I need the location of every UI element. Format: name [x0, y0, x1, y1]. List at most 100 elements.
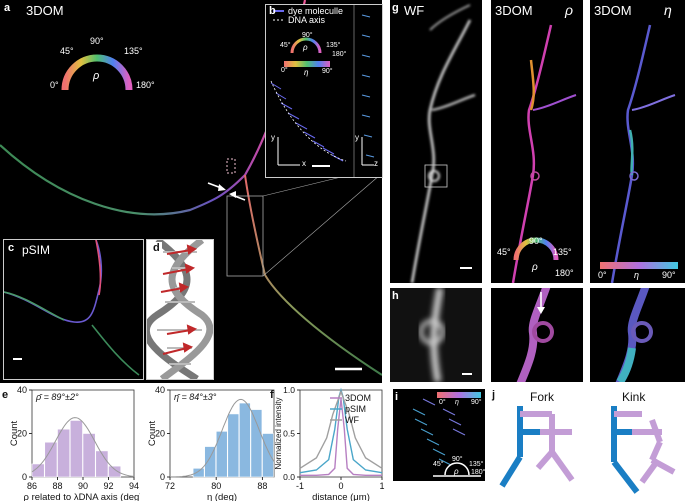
panel-g-eta-image — [600, 24, 678, 284]
panel-b-rho: ρ — [303, 43, 308, 52]
x-axis-label: distance (μm) — [312, 492, 370, 501]
panel-a-tick-90: 90° — [90, 36, 104, 46]
panel-c: c pSIM — [3, 239, 144, 380]
panel-d-label: d — [151, 242, 162, 254]
panel-a-tick-180: 180° — [136, 80, 155, 90]
panel-g-rho-wheel: ρ — [532, 262, 538, 273]
panel-c-image — [3, 239, 140, 376]
legend-label: WF — [345, 415, 359, 425]
x-tick-label: 94 — [129, 481, 139, 491]
panel-g-title-3dom-eta: 3DOM — [594, 3, 632, 18]
y-tick-label: 0.0 — [283, 472, 295, 482]
y-tick-label: 0.5 — [283, 429, 295, 439]
panel-a-label: a — [4, 2, 11, 14]
panel-d: d — [142, 237, 214, 382]
panel-g-title-wf: WF — [404, 3, 425, 18]
x-tick-label: 72 — [165, 481, 175, 491]
panel-b-tick-45: 45° — [280, 42, 291, 49]
histogram-bar — [44, 441, 58, 478]
y-tick-label: 20 — [17, 429, 27, 439]
legend-label: pSIM — [345, 404, 366, 414]
panel-g-wf-image — [410, 4, 476, 284]
panel-h-rho-image — [515, 282, 554, 388]
y-tick-label: 0 — [160, 472, 165, 482]
histogram-bar — [204, 446, 217, 478]
histogram-bar — [31, 463, 45, 478]
panel-b-bar-90: 90° — [322, 68, 333, 75]
histogram-bar — [192, 468, 205, 478]
panel-a-tick-0: 0° — [50, 80, 59, 90]
panel-a-title: 3DOM — [26, 3, 64, 18]
panel-a-rho: ρ — [93, 70, 100, 82]
panel-b: b dye moleculle DNA axis 90° 45° 135° 0°… — [265, 4, 383, 178]
x-axis-label: ρ related to λDNA axis (deg) — [24, 492, 140, 501]
panel-b-axis-x: x — [302, 159, 306, 168]
panel-g-tick-180: 180° — [555, 268, 574, 278]
panel-g-bar-eta: η — [634, 270, 639, 280]
x-tick-label: 92 — [103, 481, 113, 491]
histogram-bar — [250, 409, 263, 478]
panel-b-axis-y2: y — [355, 133, 359, 142]
panel-g-tick-90: 90° — [529, 236, 543, 246]
panel-h-wf-image — [419, 287, 472, 383]
panel-i-tick-135: 135° — [469, 461, 484, 468]
histogram-bar — [95, 450, 109, 478]
histogram-eta: 72 80 88 0 20 40 η̄ = 84°±3° η (deg) Count — [147, 386, 275, 501]
y-axis-label: Count — [147, 420, 158, 446]
y-tick-label: 40 — [155, 386, 165, 395]
gaussian-fit-curve — [31, 417, 135, 477]
x-axis-label: η (deg) — [207, 492, 237, 501]
panel-j-kink-title: Kink — [622, 390, 646, 404]
panel-g-symbol-rho: ρ — [565, 2, 574, 18]
panel-i-tick-90: 90° — [452, 456, 463, 463]
y-tick-label: 20 — [155, 429, 165, 439]
y-tick-label: 1.0 — [283, 386, 295, 395]
panel-i-tick-180: 180° — [471, 469, 486, 476]
histogram-bar — [82, 433, 96, 478]
series-line-WF — [299, 389, 383, 469]
panel-g-title-3dom-rho: 3DOM — [495, 3, 533, 18]
x-tick-label: 88 — [52, 481, 62, 491]
panel-g-bar-0: 0° — [598, 270, 607, 280]
histogram-bar — [69, 420, 83, 478]
panel-g-symbol-eta: η — [664, 2, 672, 18]
panel-b-label: b — [269, 5, 276, 17]
histogram-bar — [215, 431, 228, 478]
panel-a-tick-45: 45° — [60, 46, 74, 56]
histogram-bar — [227, 413, 240, 478]
series-line-3DOM — [300, 398, 382, 476]
x-tick-label: 1 — [379, 481, 384, 491]
x-tick-label: 80 — [211, 481, 221, 491]
panel-i-bar-0: 0° — [439, 399, 446, 406]
y-tick-label: 0 — [22, 472, 27, 482]
histogram-rho: 86 88 90 92 94 0 20 40 ρ̄ = 89°±2° ρ related to λ… — [9, 386, 140, 501]
panel-b-axis-y: y — [271, 133, 275, 142]
panel-i-image — [412, 392, 481, 477]
panel-i-rho: ρ — [454, 467, 459, 476]
histogram-bar — [262, 433, 274, 478]
panel-c-label: c — [8, 242, 15, 254]
panel-b-tick-180: 180° — [332, 51, 347, 58]
histogram-bar — [108, 465, 122, 478]
panel-j-diagrams — [499, 406, 676, 494]
panel-i-tick-45: 45° — [433, 461, 444, 468]
histogram-bar — [239, 402, 251, 478]
panel-h-label: h — [392, 290, 399, 302]
panel-b-legend-dye: dye moleculle — [288, 6, 344, 16]
panel-g-eta: 3DOM η 0° η 90° — [590, 0, 685, 284]
legend-label: 3DOM — [345, 393, 371, 403]
panel-g-rho-image — [511, 24, 577, 284]
panel-g-label: g — [392, 2, 399, 14]
panel-b-axis-z: z — [374, 159, 378, 168]
panel-d-image — [142, 237, 214, 382]
panel-g-bar-90: 90° — [662, 270, 676, 280]
panel-j-fork-title: Fork — [530, 390, 554, 404]
panel-g-tick-135: 135° — [553, 247, 572, 257]
panel-i-label: i — [395, 391, 399, 403]
x-tick-label: 0 — [338, 481, 343, 491]
panel-b-eta: η — [304, 68, 309, 77]
x-tick-label: 90 — [78, 481, 88, 491]
panel-i-bar-eta: η — [455, 399, 459, 406]
panel-i: i 0° η 90° 90° 45° 135° 180° ρ — [393, 389, 485, 481]
